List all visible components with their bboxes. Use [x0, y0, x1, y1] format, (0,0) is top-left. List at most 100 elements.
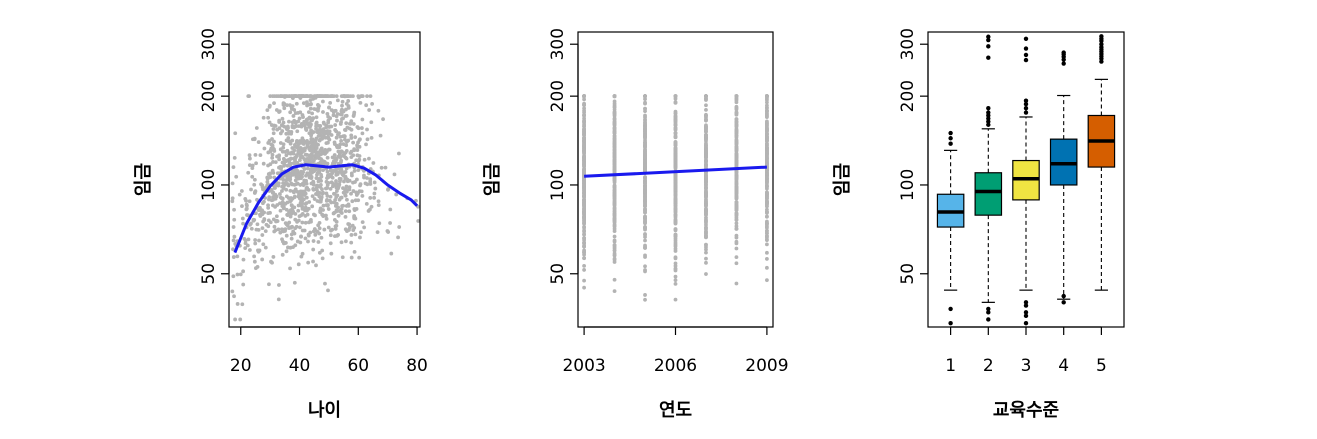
age-x-axis-title: 나이: [308, 400, 341, 421]
age-data-point: [260, 226, 265, 230]
age-data-point: [332, 109, 337, 113]
age-data-point: [295, 219, 299, 224]
outlier-point: [948, 320, 953, 326]
age-data-point: [343, 209, 348, 214]
age-data-point: [353, 180, 357, 184]
year-data-point: [582, 97, 586, 102]
age-data-point: [244, 206, 249, 211]
age-data-point: [232, 207, 236, 212]
age-data-point: [269, 259, 273, 264]
age-data-point: [303, 236, 308, 241]
age-data-point: [326, 288, 330, 293]
year-data-point: [734, 217, 739, 222]
age-data-point: [288, 211, 293, 216]
age-data-point: [341, 186, 345, 191]
age-data-point: [247, 153, 252, 158]
age-data-point: [249, 226, 254, 231]
age-data-point: [291, 161, 296, 166]
age-data-point: [241, 221, 245, 226]
age-data-point: [309, 219, 313, 224]
age-data-point: [235, 302, 240, 306]
year-data-point: [704, 113, 708, 118]
age-data-point: [290, 104, 295, 109]
boxplot-level-5: [1087, 34, 1116, 291]
age-data-point: [349, 136, 354, 140]
year-data-point: [734, 261, 739, 266]
year-data-point: [765, 114, 769, 118]
age-data-point: [334, 219, 339, 224]
age-data-point: [364, 103, 369, 108]
age-data-point: [313, 232, 318, 237]
age-data-point: [336, 154, 341, 159]
age-data-point: [362, 225, 367, 230]
year-data-point: [704, 272, 708, 276]
age-data-point: [339, 158, 344, 163]
outlier-point: [1023, 57, 1029, 63]
year-data-point: [643, 293, 647, 297]
year-data-point: [643, 106, 647, 111]
year-data-point: [612, 110, 617, 115]
age-data-point: [280, 200, 285, 204]
age-data-point: [315, 199, 320, 203]
age-data-point: [397, 225, 402, 229]
year-data-point: [673, 177, 678, 182]
outlier-point: [986, 106, 991, 111]
outlier-point: [1099, 45, 1104, 50]
age-data-point: [300, 228, 305, 233]
age-data-point: [271, 127, 276, 131]
age-data-point: [318, 177, 323, 182]
year-data-point: [765, 228, 769, 233]
age-data-point: [245, 243, 250, 248]
year-data-point: [643, 253, 647, 258]
outlier-point: [1023, 101, 1029, 107]
year-x-tick-label: 2003: [562, 356, 605, 376]
age-data-point: [330, 227, 335, 232]
age-data-point: [343, 239, 348, 244]
age-data-point: [306, 233, 311, 238]
year-data-point: [673, 151, 678, 156]
age-data-point: [280, 116, 285, 121]
age-data-point: [308, 157, 313, 162]
age-data-point: [317, 231, 322, 236]
age-data-point: [297, 116, 302, 121]
age-data-point: [259, 209, 264, 214]
age-data-point: [337, 182, 342, 187]
outlier-point: [1061, 50, 1066, 55]
age-data-point: [341, 109, 346, 114]
age-data-point: [302, 182, 307, 186]
age-data-point: [252, 136, 257, 141]
year-data-point: [673, 209, 678, 214]
age-data-point: [351, 94, 355, 99]
year-x-axis: 2003 2006 2009: [562, 326, 789, 376]
year-data-point: [582, 119, 586, 124]
outlier-point: [1023, 36, 1029, 41]
age-data-point: [280, 217, 285, 222]
age-data-point: [288, 151, 293, 156]
age-data-point: [324, 213, 328, 218]
age-data-point: [307, 146, 312, 151]
age-data-point: [311, 158, 316, 162]
age-data-point: [349, 155, 354, 160]
age-data-point: [319, 235, 324, 240]
year-data-point: [582, 285, 586, 290]
age-data-point: [291, 209, 296, 214]
year-data-point: [582, 244, 586, 249]
year-data-point: [612, 234, 617, 239]
age-data-point: [296, 119, 301, 124]
age-data-point: [232, 155, 237, 160]
age-data-point: [338, 142, 343, 147]
age-data-point: [340, 117, 344, 121]
year-x-tick-label: 2009: [745, 356, 788, 376]
age-data-point: [320, 130, 325, 135]
age-data-point: [272, 149, 277, 153]
age-data-point: [308, 167, 313, 172]
age-data-point: [364, 201, 369, 206]
age-data-point: [303, 160, 308, 164]
year-data-point: [704, 94, 708, 99]
year-data-point: [704, 207, 708, 212]
age-data-point: [352, 207, 357, 211]
age-data-point: [305, 117, 310, 121]
age-data-point: [255, 222, 260, 227]
year-data-point: [582, 278, 586, 283]
age-data-point: [327, 105, 331, 110]
